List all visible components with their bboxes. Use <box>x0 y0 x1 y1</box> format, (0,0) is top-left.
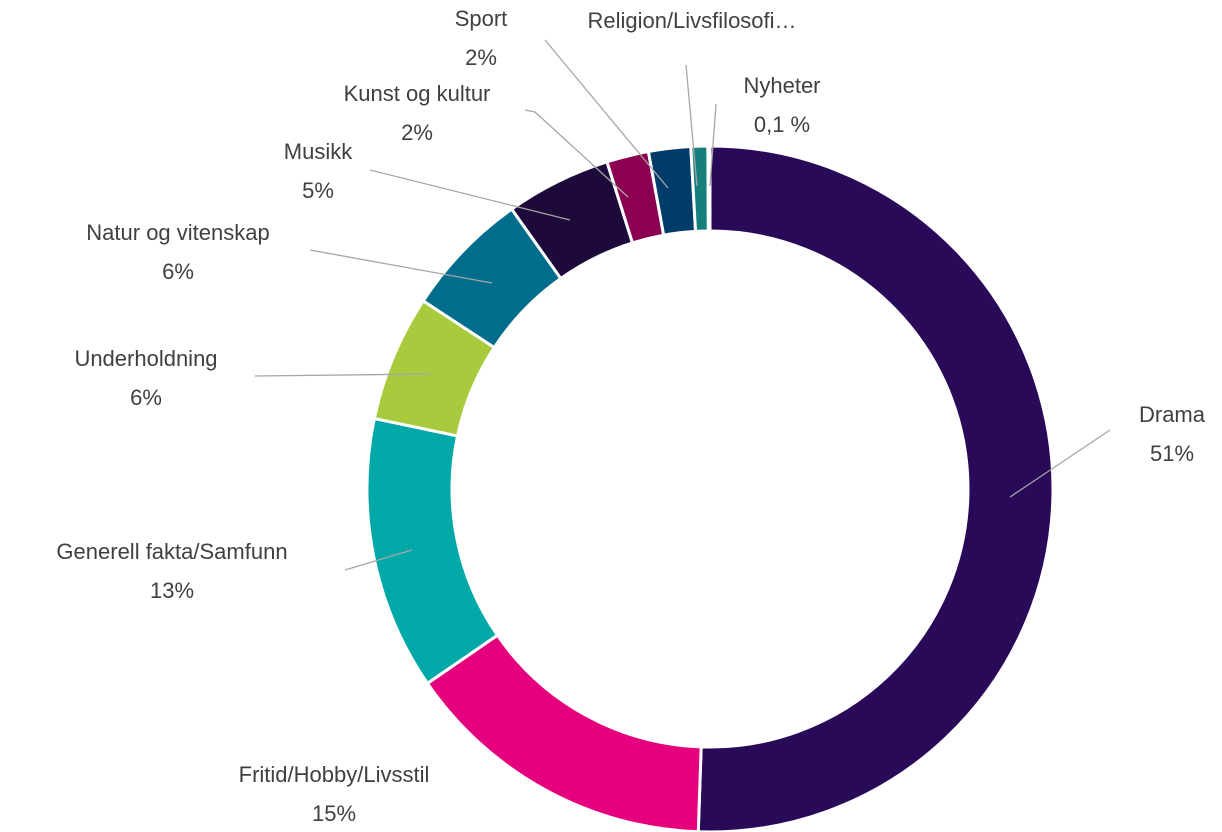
category-label: Generell fakta/Samfunn <box>56 539 287 564</box>
value-label: 0,1 % <box>754 112 810 137</box>
slice <box>689 144 710 233</box>
value-label: 13% <box>150 578 194 603</box>
category-label: Musikk <box>284 139 353 164</box>
leader-line <box>344 549 413 571</box>
leader-line <box>709 103 717 187</box>
value-label: 6% <box>130 385 162 410</box>
value-label: 15% <box>312 801 356 826</box>
category-label: Underholdning <box>74 346 217 371</box>
leader-line <box>524 109 629 198</box>
value-label: 6% <box>162 259 194 284</box>
category-label: Drama <box>1139 402 1206 427</box>
slice <box>696 144 1055 832</box>
value-label: 2% <box>465 45 497 70</box>
leader-line <box>309 249 493 284</box>
leader-line <box>544 39 669 189</box>
slice <box>706 144 712 233</box>
category-label: Natur og vitenskap <box>86 220 269 245</box>
value-label: 5% <box>302 178 334 203</box>
category-label: Kunst og kultur <box>344 81 491 106</box>
slice <box>425 633 703 832</box>
category-label: Nyheter <box>743 73 820 98</box>
leader-line <box>1009 429 1111 498</box>
category-label: Religion/Livsfilosofi… <box>587 8 796 33</box>
leader-line <box>685 64 698 187</box>
slice <box>365 416 500 686</box>
value-label: 2% <box>401 120 433 145</box>
category-label: Fritid/Hobby/Livsstil <box>239 762 430 787</box>
value-label: 51% <box>1150 441 1194 466</box>
leader-line <box>369 169 571 221</box>
category-label: Sport <box>455 6 508 31</box>
leader-line <box>254 373 431 377</box>
